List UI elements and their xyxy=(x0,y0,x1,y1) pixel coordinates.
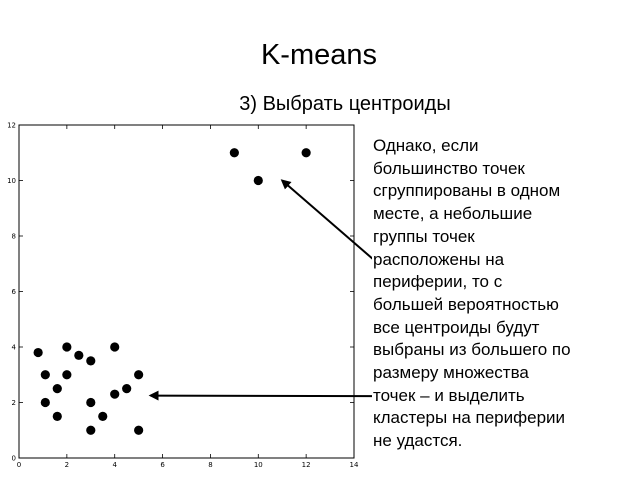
note-line: размеру множества xyxy=(373,363,529,383)
data-point xyxy=(301,148,311,158)
data-point xyxy=(134,370,144,380)
slide-title: K-means xyxy=(260,39,378,71)
y-tick-label: 10 xyxy=(7,177,16,185)
y-tick-label: 6 xyxy=(12,288,17,296)
data-point xyxy=(110,342,120,352)
axis-ticks: 0 2 4 6 8 10 12 14 0 2 4 6 8 10 12 xyxy=(7,122,359,470)
note-line: не удастся. xyxy=(373,431,463,451)
data-point xyxy=(253,175,263,186)
data-point xyxy=(110,389,120,399)
note-line: сгруппированы в одном xyxy=(373,181,561,201)
data-point xyxy=(74,350,84,360)
x-tick-label: 0 xyxy=(17,461,21,469)
data-point xyxy=(86,356,96,366)
data-point xyxy=(98,411,108,421)
y-tick-label: 4 xyxy=(12,344,17,352)
annotation-note: Однако, если большинство точек сгруппиро… xyxy=(372,134,634,453)
y-tick-label: 2 xyxy=(12,399,16,407)
note-line: периферии, то с xyxy=(373,272,503,292)
data-point xyxy=(40,397,50,408)
data-point xyxy=(62,370,72,380)
note-line: кластеры на периферии xyxy=(373,408,566,428)
data-point xyxy=(122,384,132,394)
data-point xyxy=(229,148,239,158)
note-line: месте, а небольшие xyxy=(373,204,533,224)
y-tick-label: 12 xyxy=(7,122,16,130)
note-line: группы точек xyxy=(373,226,475,246)
data-points xyxy=(33,148,311,435)
annotation-arrows xyxy=(148,179,375,401)
data-point xyxy=(40,370,50,380)
slide-subtitle: 3) Выбрать центроиды xyxy=(239,93,451,115)
x-tick-label: 4 xyxy=(112,461,117,469)
y-tick-label: 0 xyxy=(12,455,16,463)
x-tick-label: 6 xyxy=(160,461,165,469)
data-point xyxy=(52,384,62,394)
x-tick-label: 2 xyxy=(65,461,69,469)
note-line: все центроиды будут xyxy=(373,317,540,337)
y-tick-label: 8 xyxy=(12,233,16,241)
data-point xyxy=(86,397,96,408)
x-tick-label: 10 xyxy=(254,461,263,469)
note-line: большинство точек xyxy=(373,158,525,178)
data-point xyxy=(134,425,144,435)
note-line: выбраны из большего по xyxy=(373,340,571,360)
x-tick-label: 12 xyxy=(302,461,311,469)
note-line: расположены на xyxy=(373,249,505,269)
annotation-arrow xyxy=(148,390,375,401)
note-line: точек – и выделить xyxy=(373,385,525,405)
data-point xyxy=(62,342,72,352)
data-point xyxy=(52,411,62,421)
data-point xyxy=(33,347,43,358)
x-tick-label: 8 xyxy=(208,461,212,469)
note-line: Однако, если xyxy=(373,136,479,155)
note-line: большей вероятностью xyxy=(373,294,559,314)
data-point xyxy=(86,425,96,435)
plot-frame xyxy=(18,124,355,459)
annotation-arrow xyxy=(280,179,375,261)
x-tick-label: 14 xyxy=(350,461,359,469)
